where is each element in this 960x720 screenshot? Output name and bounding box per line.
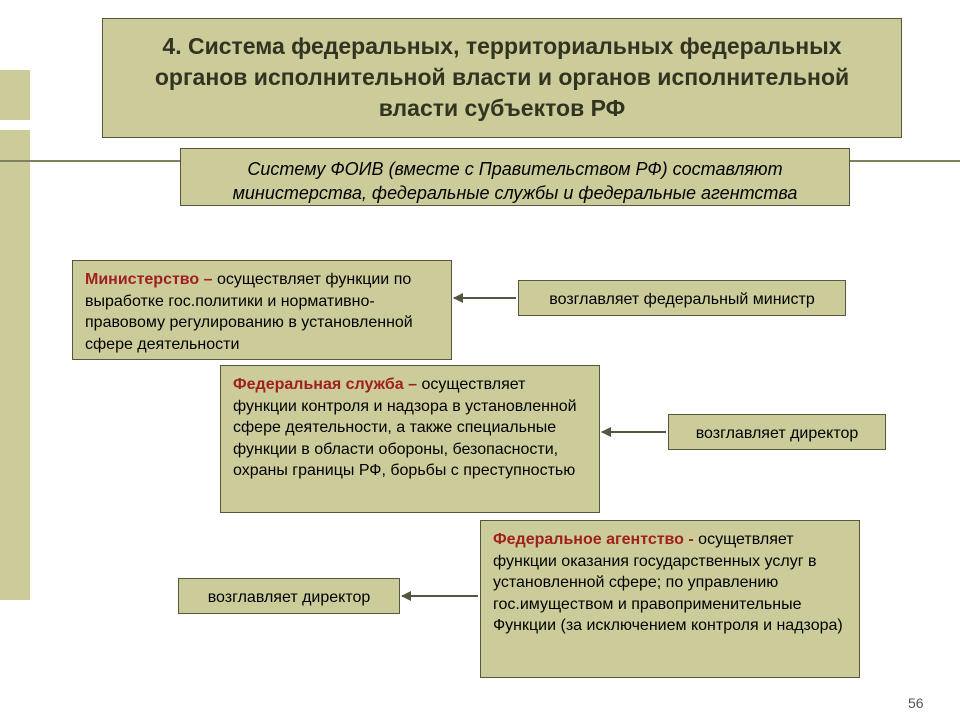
- ministry-head-card: возглавляет федеральный министр: [518, 280, 846, 316]
- ministry-lead: Министерство –: [85, 271, 217, 288]
- service-head-text: возглавляет директор: [696, 425, 859, 442]
- slide-title-text: 4. Система федеральных, территориальных …: [155, 33, 849, 121]
- page-number-text: 56: [908, 695, 924, 711]
- ministry-card: Министерство – осуществляет функции по в…: [72, 260, 452, 360]
- agency-head-card: возглавляет директор: [178, 578, 400, 614]
- side-stripe-upper: [0, 70, 30, 120]
- page-number: 56: [908, 695, 924, 711]
- ministry-head-text: возглавляет федеральный министр: [549, 291, 814, 308]
- agency-lead: Федеральное агентство -: [493, 531, 698, 548]
- subtitle-text: Систему ФОИВ (вместе с Правительством РФ…: [233, 159, 798, 203]
- service-lead: Федеральная служба –: [233, 376, 421, 393]
- subtitle-card: Систему ФОИВ (вместе с Правительством РФ…: [180, 148, 850, 206]
- slide-title-card: 4. Система федеральных, территориальных …: [102, 18, 902, 138]
- service-card: Федеральная служба – осуществляет функци…: [220, 365, 600, 513]
- agency-head-text: возглавляет директор: [208, 589, 371, 606]
- agency-card: Федеральное агентство - осущетвляет функ…: [480, 520, 860, 678]
- side-stripe-lower: [0, 130, 30, 600]
- service-head-card: возглавляет директор: [668, 414, 886, 450]
